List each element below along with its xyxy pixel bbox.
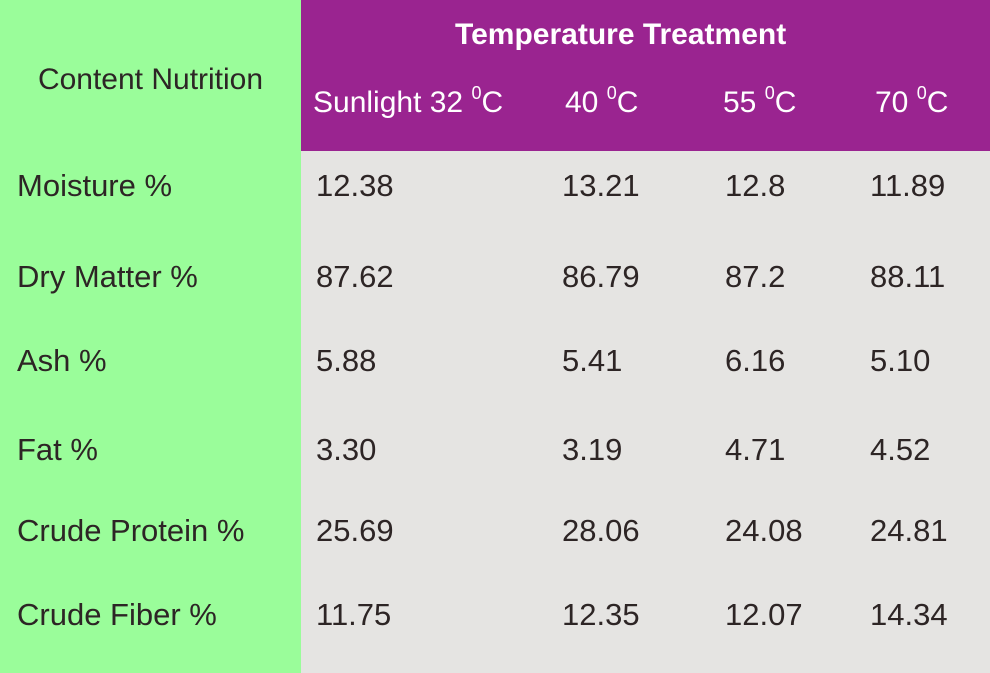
row-label: Crude Protein % bbox=[17, 513, 245, 548]
degree-superscript: 0 bbox=[606, 83, 617, 103]
column-header-40c: 40 0C bbox=[565, 83, 639, 121]
table-row-crude-protein: Crude Protein % 25.69 28.06 24.08 24.81 bbox=[0, 513, 990, 549]
cell-value: 87.2 bbox=[725, 259, 786, 294]
cell-value: 3.19 bbox=[562, 432, 623, 467]
cell-value: 12.38 bbox=[316, 168, 394, 203]
cell-value: 4.52 bbox=[870, 432, 931, 467]
corner-header-label: Content Nutrition bbox=[37, 63, 264, 96]
cell-value: 25.69 bbox=[316, 513, 394, 548]
celsius-unit: C bbox=[481, 86, 504, 119]
degree-superscript: 0 bbox=[764, 83, 775, 103]
cell-value: 4.71 bbox=[725, 432, 786, 467]
cell-value: 28.06 bbox=[562, 513, 640, 548]
cell-value: 12.35 bbox=[562, 597, 640, 632]
cell-value: 12.8 bbox=[725, 168, 786, 203]
column-header-text: 55 bbox=[723, 86, 765, 119]
cell-value: 11.89 bbox=[870, 168, 946, 203]
column-header-text: 70 bbox=[875, 86, 917, 119]
table-row-crude-fiber: Crude Fiber % 11.75 12.35 12.07 14.34 bbox=[0, 597, 990, 633]
column-header-text: Sunlight 32 bbox=[313, 86, 472, 119]
table-row-moisture: Moisture % 12.38 13.21 12.8 11.89 bbox=[0, 168, 990, 204]
celsius-unit: C bbox=[926, 86, 949, 119]
table-row-dry-matter: Dry Matter % 87.62 86.79 87.2 88.11 bbox=[0, 259, 990, 295]
table-row-fat: Fat % 3.30 3.19 4.71 4.52 bbox=[0, 432, 990, 468]
cell-value: 86.79 bbox=[562, 259, 640, 294]
table-header-background bbox=[301, 0, 990, 151]
cell-value: 5.10 bbox=[870, 343, 931, 378]
column-header-text: 40 bbox=[565, 86, 607, 119]
cell-value: 87.62 bbox=[316, 259, 394, 294]
cell-value: 24.08 bbox=[725, 513, 803, 548]
celsius-unit: C bbox=[616, 86, 639, 119]
celsius-unit: C bbox=[774, 86, 797, 119]
cell-value: 88.11 bbox=[870, 259, 946, 294]
header-title: Temperature Treatment bbox=[455, 18, 787, 51]
cell-value: 11.75 bbox=[316, 597, 392, 632]
cell-value: 5.88 bbox=[316, 343, 377, 378]
degree-superscript: 0 bbox=[471, 83, 482, 103]
cell-value: 14.34 bbox=[870, 597, 948, 632]
row-header-column-background bbox=[0, 0, 301, 673]
row-label: Crude Fiber % bbox=[17, 597, 217, 632]
cell-value: 13.21 bbox=[562, 168, 640, 203]
cell-value: 12.07 bbox=[725, 597, 803, 632]
column-header-70c: 70 0C bbox=[875, 83, 949, 121]
row-label: Dry Matter % bbox=[17, 259, 198, 294]
cell-value: 6.16 bbox=[725, 343, 786, 378]
cell-value: 5.41 bbox=[562, 343, 623, 378]
cell-value: 24.81 bbox=[870, 513, 948, 548]
row-label: Moisture % bbox=[17, 168, 173, 203]
degree-superscript: 0 bbox=[916, 83, 927, 103]
column-header-sunlight-32c: Sunlight 32 0C bbox=[313, 83, 504, 121]
column-header-55c: 55 0C bbox=[723, 83, 797, 121]
table-row-ash: Ash % 5.88 5.41 6.16 5.10 bbox=[0, 343, 990, 379]
row-label: Fat % bbox=[17, 432, 98, 467]
row-label: Ash % bbox=[17, 343, 107, 378]
cell-value: 3.30 bbox=[316, 432, 377, 467]
